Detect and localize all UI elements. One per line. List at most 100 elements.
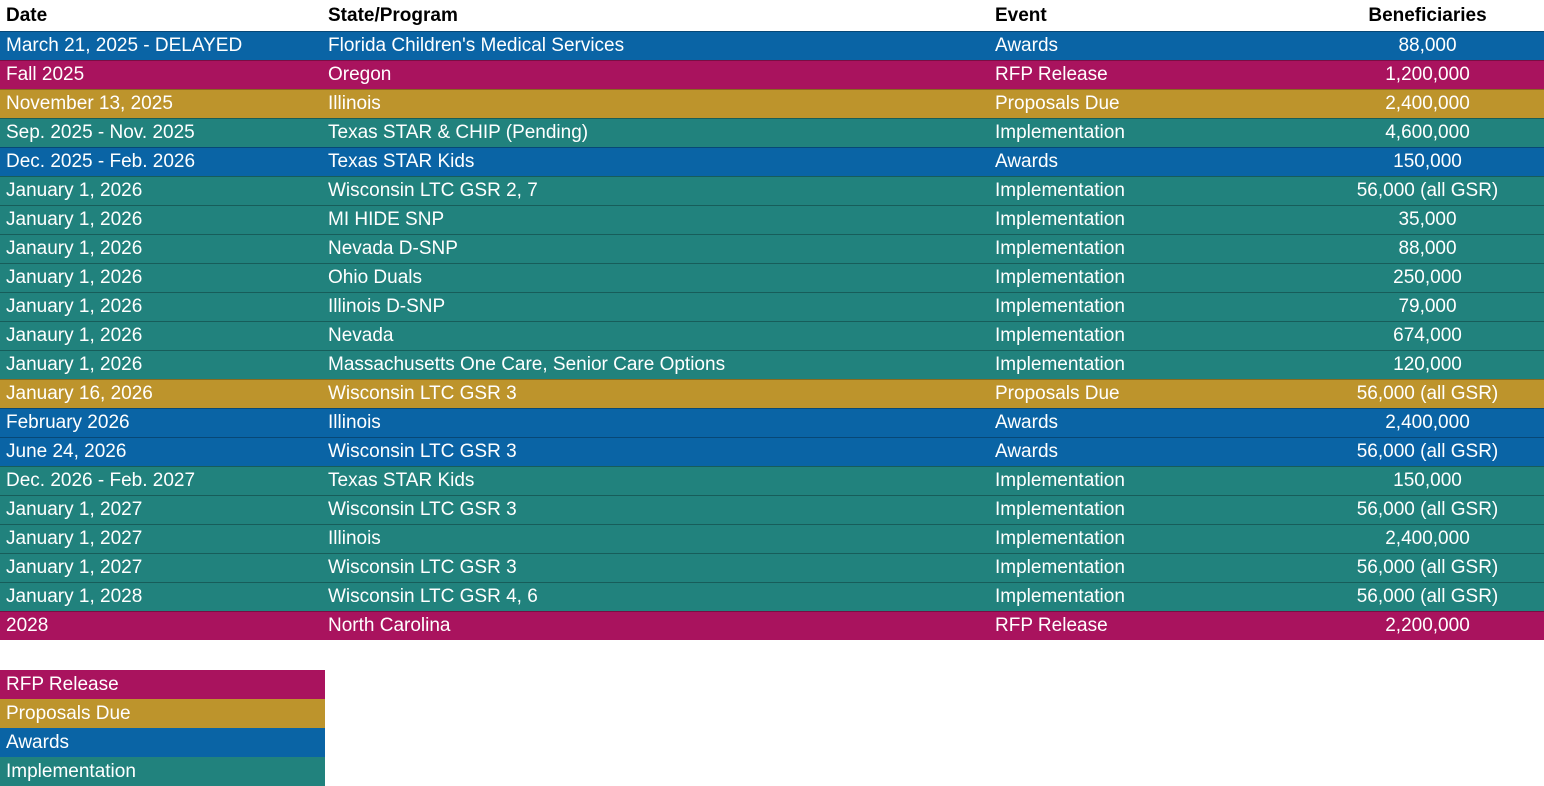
column-header-event: Event	[995, 4, 1047, 26]
state-program-cell: Florida Children's Medical Services	[328, 35, 625, 56]
table-row[interactable]: November 13, 2025 Illinois Proposals Due 2,…	[0, 89, 1544, 118]
table-row[interactable]: 2028 North Carolina RFP Release 2,200,000	[0, 611, 1544, 640]
date-cell: January 1, 2026	[6, 209, 143, 230]
event-cell: Implementation	[995, 470, 1125, 491]
beneficiaries-cell: 56,000 (all GSR)	[1356, 441, 1499, 462]
event-cell: Implementation	[995, 499, 1125, 520]
state-program-cell: Wisconsin LTC GSR 4, 6	[328, 586, 538, 607]
beneficiaries-cell: 56,000 (all GSR)	[1356, 499, 1499, 520]
state-program-cell: North Carolina	[328, 615, 451, 636]
beneficiaries-cell: 56,000 (all GSR)	[1356, 586, 1499, 607]
date-cell: Janaury 1, 2026	[6, 238, 143, 259]
date-cell: 2028	[6, 615, 49, 636]
event-cell: RFP Release	[995, 64, 1108, 85]
state-program-cell: Nevada	[328, 325, 394, 346]
date-cell: Janaury 1, 2026	[6, 325, 143, 346]
table-row[interactable]: January 1, 2028 Wisconsin LTC GSR 4, 6 Imp…	[0, 582, 1544, 611]
state-program-cell: Massachusetts One Care, Senior Care Opti…	[328, 354, 726, 375]
table-row[interactable]: February 2026 Illinois Awards 2,400,000	[0, 408, 1544, 437]
table-row[interactable]: Janaury 1, 2026 Nevada D-SNP Implementatio…	[0, 234, 1544, 263]
state-program-cell: Illinois	[328, 412, 381, 433]
state-program-cell: Texas STAR Kids	[328, 151, 475, 172]
event-cell: Awards	[995, 35, 1059, 56]
legend: RFP Release Proposals Due Awards Implementa…	[0, 670, 325, 786]
table-row[interactable]: June 24, 2026 Wisconsin LTC GSR 3 Awards 56…	[0, 437, 1544, 466]
beneficiaries-cell: 150,000	[1393, 151, 1462, 172]
event-cell: Implementation	[995, 238, 1125, 259]
beneficiaries-cell: 88,000	[1398, 35, 1457, 56]
legend-item-rfp_release: RFP Release	[0, 670, 325, 699]
event-cell: Awards	[995, 151, 1059, 172]
column-header-beneficiaries: Beneficiaries	[1368, 4, 1487, 26]
beneficiaries-cell: 56,000 (all GSR)	[1356, 383, 1499, 404]
event-cell: Implementation	[995, 528, 1125, 549]
state-program-cell: Wisconsin LTC GSR 3	[328, 383, 517, 404]
table-row[interactable]: January 1, 2026 Ohio Duals Implementation 2…	[0, 263, 1544, 292]
table-row[interactable]: January 1, 2027 Illinois Implementation 2,4…	[0, 524, 1544, 553]
event-cell: Implementation	[995, 557, 1125, 578]
date-cell: January 1, 2027	[6, 499, 143, 520]
table-row[interactable]: January 16, 2026 Wisconsin LTC GSR 3 Propo…	[0, 379, 1544, 408]
table-row[interactable]: January 1, 2027 Wisconsin LTC GSR 3 Implem…	[0, 495, 1544, 524]
date-cell: June 24, 2026	[6, 441, 127, 462]
beneficiaries-cell: 120,000	[1393, 354, 1462, 375]
state-program-cell: Texas STAR Kids	[328, 470, 475, 491]
state-program-cell: Illinois D-SNP	[328, 296, 446, 317]
event-cell: Proposals Due	[995, 93, 1120, 114]
beneficiaries-cell: 56,000 (all GSR)	[1356, 180, 1499, 201]
table-row[interactable]: January 1, 2026 Illinois D-SNP Implementat…	[0, 292, 1544, 321]
date-cell: January 1, 2027	[6, 557, 143, 578]
state-program-cell: Wisconsin LTC GSR 3	[328, 499, 517, 520]
beneficiaries-cell: 2,400,000	[1385, 412, 1470, 433]
event-cell: Implementation	[995, 267, 1125, 288]
state-program-cell: Wisconsin LTC GSR 3	[328, 557, 517, 578]
column-header-date: Date	[6, 4, 48, 26]
beneficiaries-cell: 79,000	[1398, 296, 1457, 317]
table-row[interactable]: Dec. 2025 - Feb. 2026 Texas STAR Kids Awar…	[0, 147, 1544, 176]
beneficiaries-cell: 674,000	[1393, 325, 1462, 346]
date-cell: February 2026	[6, 412, 130, 433]
state-program-cell: Wisconsin LTC GSR 3	[328, 441, 517, 462]
table-row[interactable]: March 21, 2025 - DELAYED Florida Children…	[0, 31, 1544, 60]
table-row[interactable]: Sep. 2025 - Nov. 2025 Texas STAR & CHIP (…	[0, 118, 1544, 147]
beneficiaries-cell: 88,000	[1398, 238, 1457, 259]
date-cell: March 21, 2025 - DELAYED	[6, 35, 243, 56]
state-program-cell: Wisconsin LTC GSR 2, 7	[328, 180, 538, 201]
state-program-cell: Illinois	[328, 93, 381, 114]
event-cell: Implementation	[995, 122, 1125, 143]
beneficiaries-cell: 150,000	[1393, 470, 1462, 491]
beneficiaries-cell: 2,400,000	[1385, 93, 1470, 114]
event-cell: RFP Release	[995, 615, 1108, 636]
date-cell: January 1, 2026	[6, 354, 143, 375]
beneficiaries-cell: 2,200,000	[1385, 615, 1470, 636]
event-cell: Implementation	[995, 209, 1125, 230]
table-row[interactable]: January 1, 2026 Massachusetts One Care, S…	[0, 350, 1544, 379]
event-cell: Implementation	[995, 325, 1125, 346]
beneficiaries-cell: 2,400,000	[1385, 528, 1470, 549]
table-row[interactable]: January 1, 2026 Wisconsin LTC GSR 2, 7 Imp…	[0, 176, 1544, 205]
beneficiaries-cell: 1,200,000	[1385, 64, 1470, 85]
date-cell: Sep. 2025 - Nov. 2025	[6, 122, 195, 143]
date-cell: January 1, 2028	[6, 586, 143, 607]
event-cell: Implementation	[995, 586, 1125, 607]
table-body: March 21, 2025 - DELAYED Florida Children…	[0, 31, 1544, 640]
date-cell: January 16, 2026	[6, 383, 153, 404]
state-program-cell: Ohio Duals	[328, 267, 422, 288]
date-cell: January 1, 2026	[6, 267, 143, 288]
table-row[interactable]: Janaury 1, 2026 Nevada Implementation 674,0…	[0, 321, 1544, 350]
event-cell: Implementation	[995, 180, 1125, 201]
state-program-cell: Nevada D-SNP	[328, 238, 458, 259]
table-row[interactable]: January 1, 2027 Wisconsin LTC GSR 3 Implem…	[0, 553, 1544, 582]
legend-item-awards: Awards	[0, 728, 325, 757]
state-program-cell: Illinois	[328, 528, 381, 549]
table-row[interactable]: January 1, 2026 MI HIDE SNP Implementation…	[0, 205, 1544, 234]
state-program-cell: MI HIDE SNP	[328, 209, 445, 230]
event-cell: Proposals Due	[995, 383, 1120, 404]
date-cell: Fall 2025	[6, 64, 85, 85]
table-row[interactable]: Fall 2025 Oregon RFP Release 1,200,000	[0, 60, 1544, 89]
column-header-state-program: State/Program	[328, 4, 458, 26]
beneficiaries-cell: 56,000 (all GSR)	[1356, 557, 1499, 578]
table-row[interactable]: Dec. 2026 - Feb. 2027 Texas STAR Kids Impl…	[0, 466, 1544, 495]
beneficiaries-cell: 250,000	[1393, 267, 1462, 288]
